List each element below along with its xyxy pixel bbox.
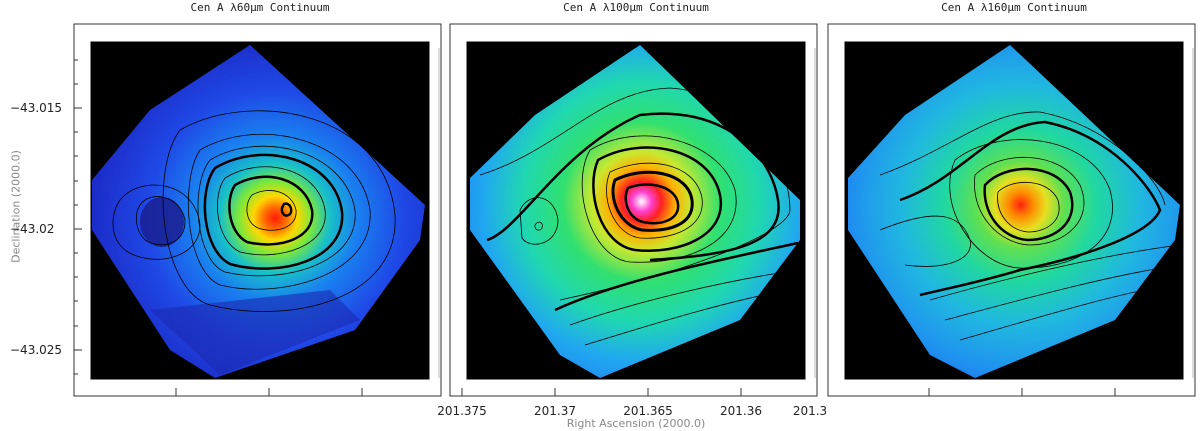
contour-line [187, 133, 371, 290]
contour-line [217, 166, 326, 256]
panel-title-100um: Cen A λ100μm Continuum [563, 1, 709, 14]
contour-line [479, 87, 791, 301]
emission-region [848, 45, 1180, 378]
contour-line [997, 181, 1060, 233]
y-tick-label: −43.025 [10, 343, 63, 357]
contour-line-bold [611, 170, 694, 232]
contour-line [879, 215, 971, 267]
contour-line-bold [203, 153, 344, 270]
panel-title-160um: Cen A λ160μm Continuum [941, 1, 1087, 14]
map-frame [844, 41, 1184, 380]
contour-line [569, 269, 799, 326]
tick-marks [74, 59, 1116, 396]
dark-lane [150, 290, 360, 375]
contour-line-bold [624, 183, 680, 225]
x-axis-label: Right Ascension (2000.0) [566, 417, 706, 430]
contour-line [944, 264, 1181, 321]
colorbar-strips [438, 48, 1194, 378]
contour-line-bold [554, 241, 799, 312]
map-panel-60um [90, 41, 430, 380]
map-frame [466, 41, 806, 380]
contour-line [112, 184, 201, 260]
map-frame [90, 41, 430, 380]
contour-line [584, 289, 791, 346]
axes-box-100um [449, 23, 818, 397]
contour-line [246, 190, 297, 231]
contour-line [929, 244, 1181, 301]
contour-line [606, 162, 703, 239]
contour-line [974, 157, 1085, 246]
contour-line [581, 135, 737, 263]
map-panel-160um [844, 41, 1184, 380]
axes-box-60um [73, 23, 442, 397]
contour-line-bold [983, 167, 1074, 242]
contour-line-bold [592, 146, 723, 252]
emission-region [92, 45, 425, 378]
axes-box-160um [827, 23, 1196, 397]
panel-title-60um: Cen A λ60μm Continuum [190, 1, 330, 14]
contour-line [197, 145, 356, 277]
contour-line-bold [280, 202, 293, 217]
emission-region [470, 45, 800, 378]
x-tick-label: 201.37 [534, 404, 576, 418]
contour-line [162, 110, 396, 312]
dark-absorption-spot [140, 197, 184, 247]
x-tick-label: 201.3 [792, 404, 828, 418]
contour-line [949, 139, 1113, 269]
contour-line [879, 111, 1166, 206]
contour-line-bold [899, 120, 1162, 297]
x-tick-label: 201.365 [623, 404, 673, 418]
contour-line [519, 197, 559, 245]
axes-frames [73, 23, 1196, 397]
x-tick-label: 201.375 [437, 404, 487, 418]
contour-line [534, 221, 543, 231]
contour-line-bold [228, 175, 314, 246]
x-tick-label: 201.36 [720, 404, 762, 418]
y-tick-label: −43.02 [10, 222, 55, 236]
contour-line [959, 284, 1171, 341]
y-tick-label: −43.015 [10, 101, 63, 115]
map-panel-100um [466, 41, 806, 380]
contour-line-bold [486, 112, 780, 262]
